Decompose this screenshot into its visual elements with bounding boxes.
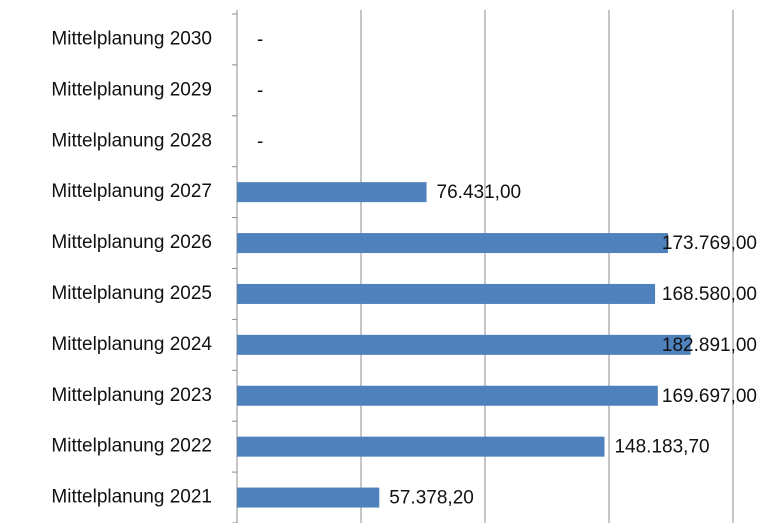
data-label: 57.378,20 [389,488,474,509]
bar [237,233,668,254]
bar [237,436,605,457]
y-tick-label: Mittelplanung 2027 [51,181,212,202]
data-label: 173.769,00 [662,233,757,254]
bar [237,385,658,406]
data-label: - [257,29,263,50]
y-tick-label: Mittelplanung 2021 [51,487,212,508]
y-tick-label: Mittelplanung 2026 [51,232,212,253]
bar [237,487,380,508]
y-tick-label: Mittelplanung 2028 [51,130,212,151]
y-tick-label: Mittelplanung 2029 [51,79,212,100]
data-label: 182.891,00 [662,335,757,356]
data-label: - [257,80,263,101]
bar [237,283,656,304]
y-tick-label: Mittelplanung 2025 [51,283,212,304]
y-tick-label: Mittelplanung 2022 [51,436,212,457]
y-tick-label: Mittelplanung 2024 [51,334,212,355]
data-label: 168.580,00 [662,284,757,305]
data-label: - [257,131,263,152]
y-tick-label: Mittelplanung 2023 [51,385,212,406]
data-label: 169.697,00 [662,386,757,407]
bar [237,334,691,355]
bar [237,182,427,203]
y-tick-label: Mittelplanung 2030 [51,28,212,49]
data-label: 76.431,00 [437,182,522,203]
data-label: 148.183,70 [614,437,709,458]
